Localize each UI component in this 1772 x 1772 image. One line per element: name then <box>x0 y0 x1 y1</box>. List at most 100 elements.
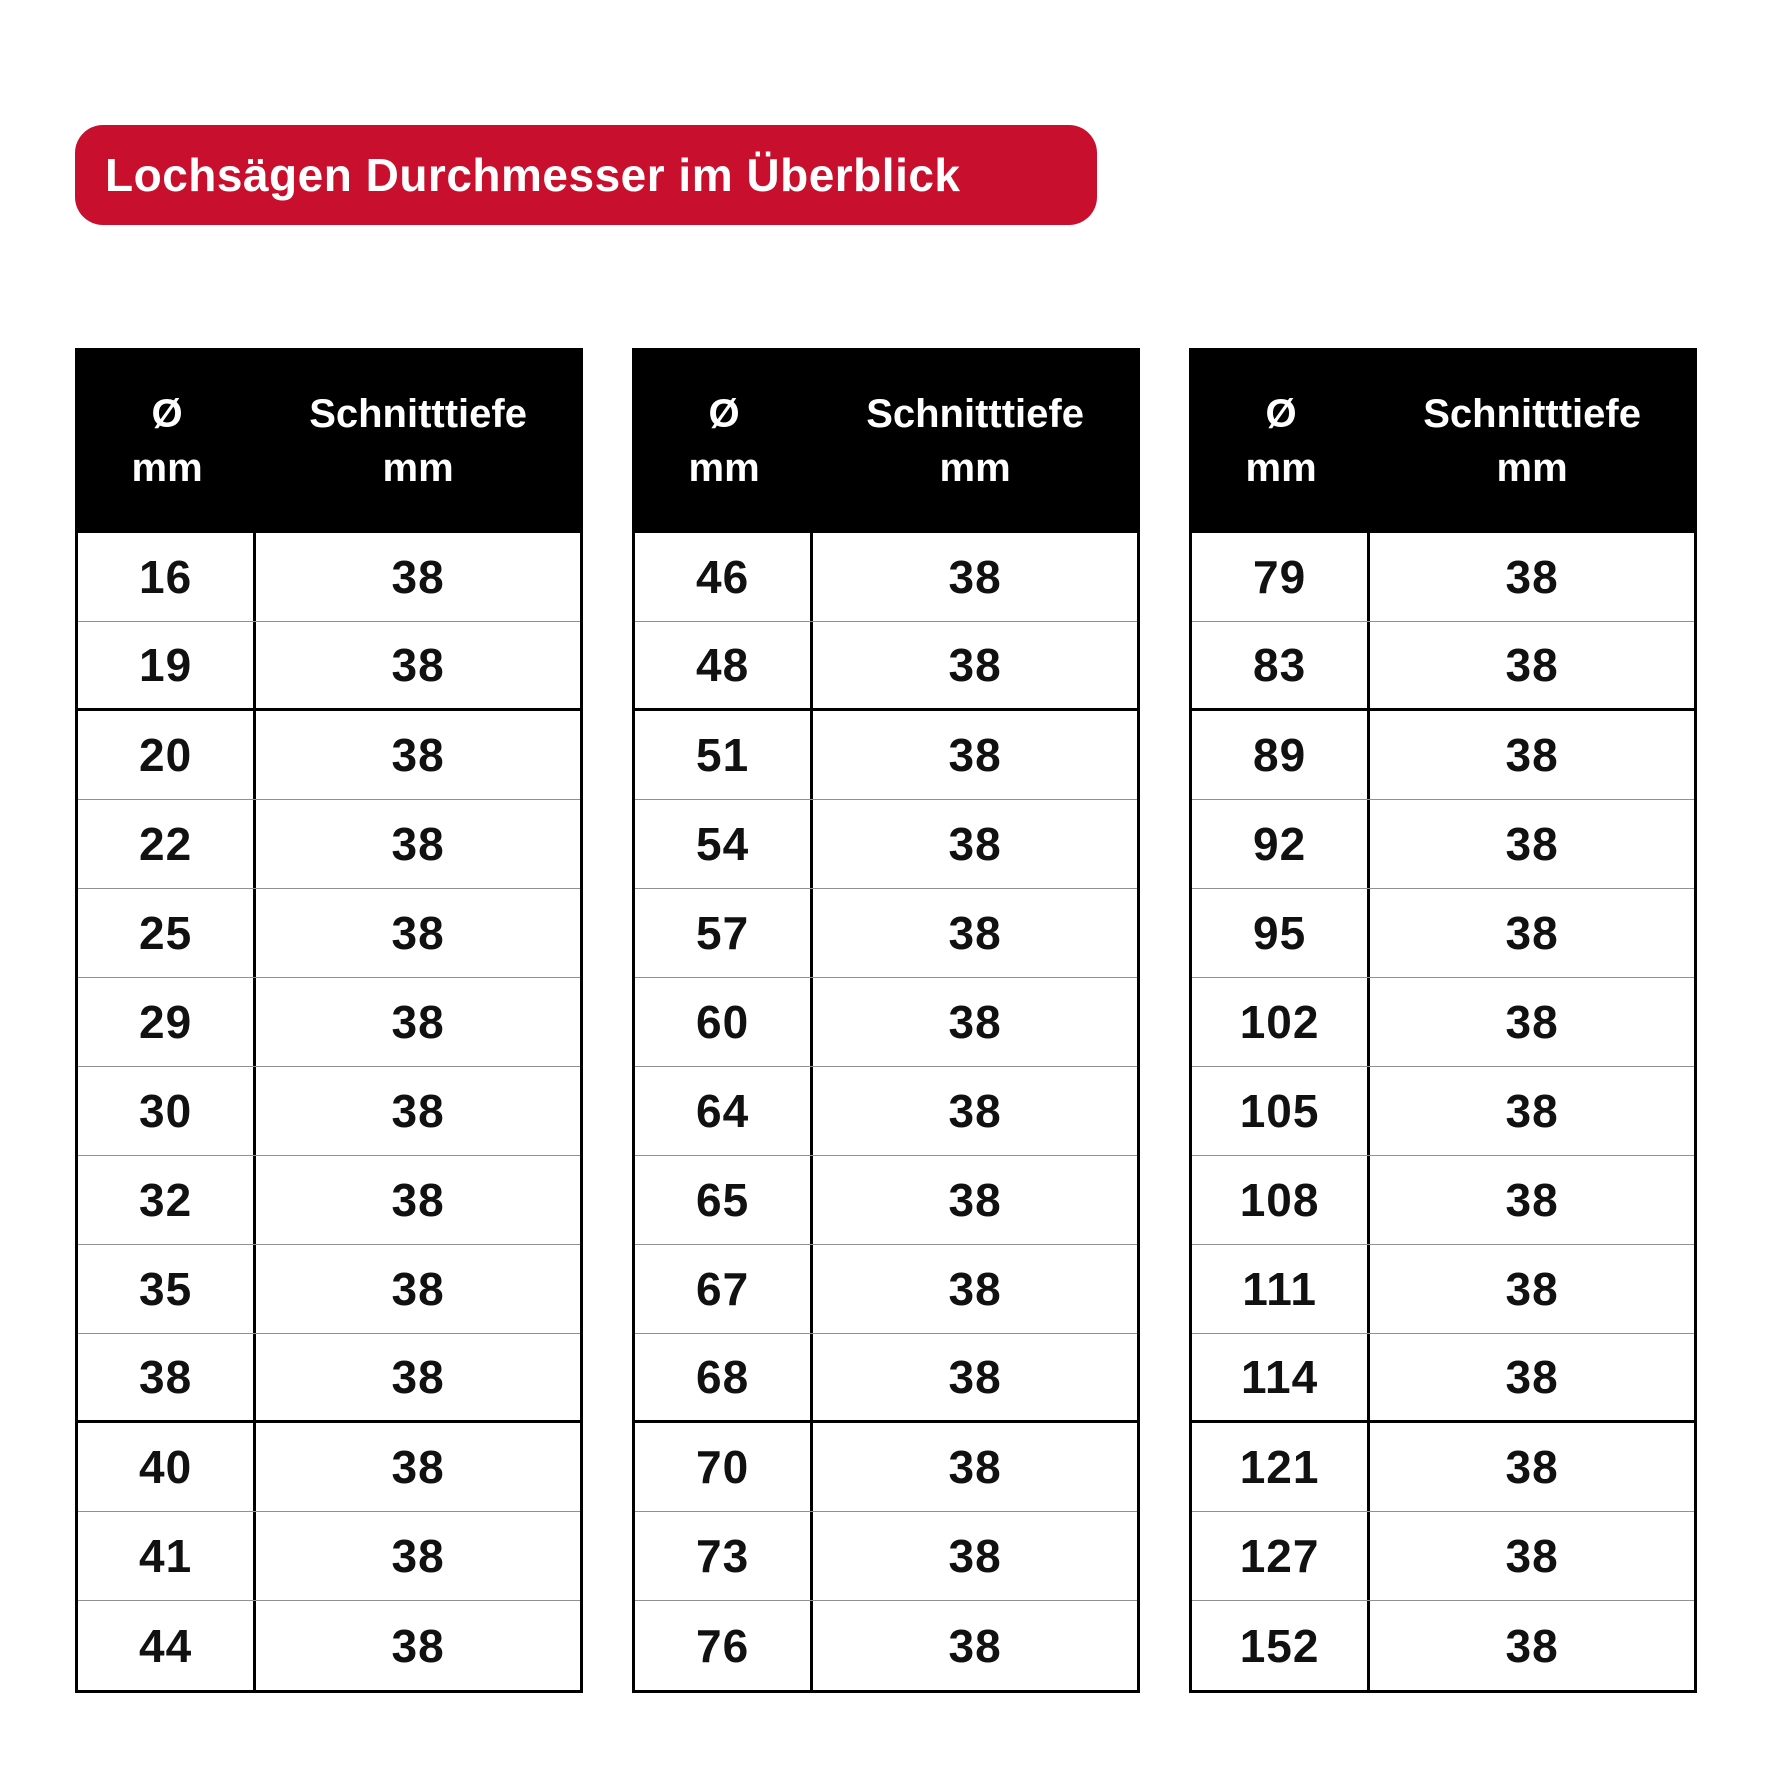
cut-depth-cell: 38 <box>391 1085 445 1137</box>
cut-depth-cell: 38 <box>391 639 445 691</box>
table-row: 67 38 <box>635 1245 1137 1334</box>
cut-depth-cell: 38 <box>391 551 445 603</box>
table-row: 89 38 <box>1192 711 1694 800</box>
diameter-header-unit: mm <box>1245 445 1317 490</box>
cut-depth-cell: 38 <box>1505 907 1559 959</box>
cut-depth-cell: 38 <box>1505 1263 1559 1315</box>
diameter-cell: 121 <box>1192 1423 1371 1511</box>
cut-depth-cell: 38 <box>1505 729 1559 781</box>
diameter-cell: 54 <box>635 800 814 888</box>
cut-depth-cell: 38 <box>948 1530 1002 1582</box>
diameter-cell: 16 <box>78 533 257 621</box>
cut-depth-cell: 38 <box>391 907 445 959</box>
table-row: 40 38 <box>78 1423 580 1512</box>
diameter-cell: 19 <box>78 622 257 708</box>
cut-depth-cell: 38 <box>1505 639 1559 691</box>
diameter-header-symbol: Ø <box>151 391 183 436</box>
diameter-cell: 95 <box>1192 889 1371 977</box>
diameter-cell: 44 <box>78 1601 257 1690</box>
diameter-header-symbol: Ø <box>708 391 740 436</box>
cut-depth-cell: 38 <box>391 729 445 781</box>
table-row: 76 38 <box>635 1601 1137 1690</box>
table-row: 51 38 <box>635 711 1137 800</box>
page-title: Lochsägen Durchmesser im Überblick <box>105 149 961 201</box>
diameter-cell: 25 <box>78 889 257 977</box>
table-row: 25 38 <box>78 889 580 978</box>
depth-header: Schnitttiefe mm <box>1370 387 1694 495</box>
table-row: 60 38 <box>635 978 1137 1067</box>
table-row: 35 38 <box>78 1245 580 1334</box>
cut-depth-cell: 38 <box>1505 1619 1559 1672</box>
depth-header-unit: mm <box>382 445 454 490</box>
diameter-cell: 152 <box>1192 1601 1371 1690</box>
cut-depth-cell: 38 <box>391 1351 445 1403</box>
table-row: 92 38 <box>1192 800 1694 889</box>
table-row: 64 38 <box>635 1067 1137 1156</box>
table-row: 46 38 <box>635 533 1137 622</box>
diameter-cell: 48 <box>635 622 814 708</box>
diameter-cell: 41 <box>78 1512 257 1600</box>
table-row: 79 38 <box>1192 533 1694 622</box>
cut-depth-cell: 38 <box>948 907 1002 959</box>
cut-depth-cell: 38 <box>1505 1174 1559 1226</box>
table-row: 19 38 <box>78 622 580 711</box>
cut-depth-cell: 38 <box>948 639 1002 691</box>
table-row: 29 38 <box>78 978 580 1067</box>
table-row: 16 38 <box>78 533 580 622</box>
table-row: 22 38 <box>78 800 580 889</box>
table-row: 68 38 <box>635 1334 1137 1423</box>
depth-header-label: Schnitttiefe <box>1423 391 1641 436</box>
diameter-cell: 108 <box>1192 1156 1371 1244</box>
table-row: 152 38 <box>1192 1601 1694 1690</box>
table-row: 95 38 <box>1192 889 1694 978</box>
cut-depth-cell: 38 <box>948 1441 1002 1493</box>
depth-header-label: Schnitttiefe <box>309 391 527 436</box>
table-row: 54 38 <box>635 800 1137 889</box>
diameter-cell: 29 <box>78 978 257 1066</box>
diameter-cell: 79 <box>1192 533 1371 621</box>
diameter-cell: 70 <box>635 1423 814 1511</box>
diameter-cell: 114 <box>1192 1334 1371 1420</box>
cut-depth-cell: 38 <box>948 551 1002 603</box>
cut-depth-cell: 38 <box>391 818 445 870</box>
table-row: 114 38 <box>1192 1334 1694 1423</box>
cut-depth-cell: 38 <box>948 818 1002 870</box>
diameter-cell: 105 <box>1192 1067 1371 1155</box>
diameter-cell: 22 <box>78 800 257 888</box>
table-row: 38 38 <box>78 1334 580 1423</box>
table-row: 73 38 <box>635 1512 1137 1601</box>
cut-depth-cell: 38 <box>1505 818 1559 870</box>
diameter-cell: 127 <box>1192 1512 1371 1600</box>
diameter-cell: 40 <box>78 1423 257 1511</box>
cut-depth-cell: 38 <box>1505 1441 1559 1493</box>
diameter-cell: 30 <box>78 1067 257 1155</box>
table-row: 83 38 <box>1192 622 1694 711</box>
table-row: 41 38 <box>78 1512 580 1601</box>
table-row: 57 38 <box>635 889 1137 978</box>
table-row: 70 38 <box>635 1423 1137 1512</box>
diameter-header-unit: mm <box>688 445 760 490</box>
cut-depth-cell: 38 <box>1505 1085 1559 1137</box>
table-row: 121 38 <box>1192 1423 1694 1512</box>
diameter-cell: 32 <box>78 1156 257 1244</box>
cut-depth-cell: 38 <box>948 1351 1002 1403</box>
table-row: 65 38 <box>635 1156 1137 1245</box>
cut-depth-cell: 38 <box>1505 1530 1559 1582</box>
diameter-cell: 64 <box>635 1067 814 1155</box>
table-row: 20 38 <box>78 711 580 800</box>
diameter-cell: 46 <box>635 533 814 621</box>
table-row: 32 38 <box>78 1156 580 1245</box>
cut-depth-cell: 38 <box>391 1619 445 1672</box>
table-row: 48 38 <box>635 622 1137 711</box>
diameter-cell: 102 <box>1192 978 1371 1066</box>
table-row: 127 38 <box>1192 1512 1694 1601</box>
cut-depth-cell: 38 <box>1505 1351 1559 1403</box>
